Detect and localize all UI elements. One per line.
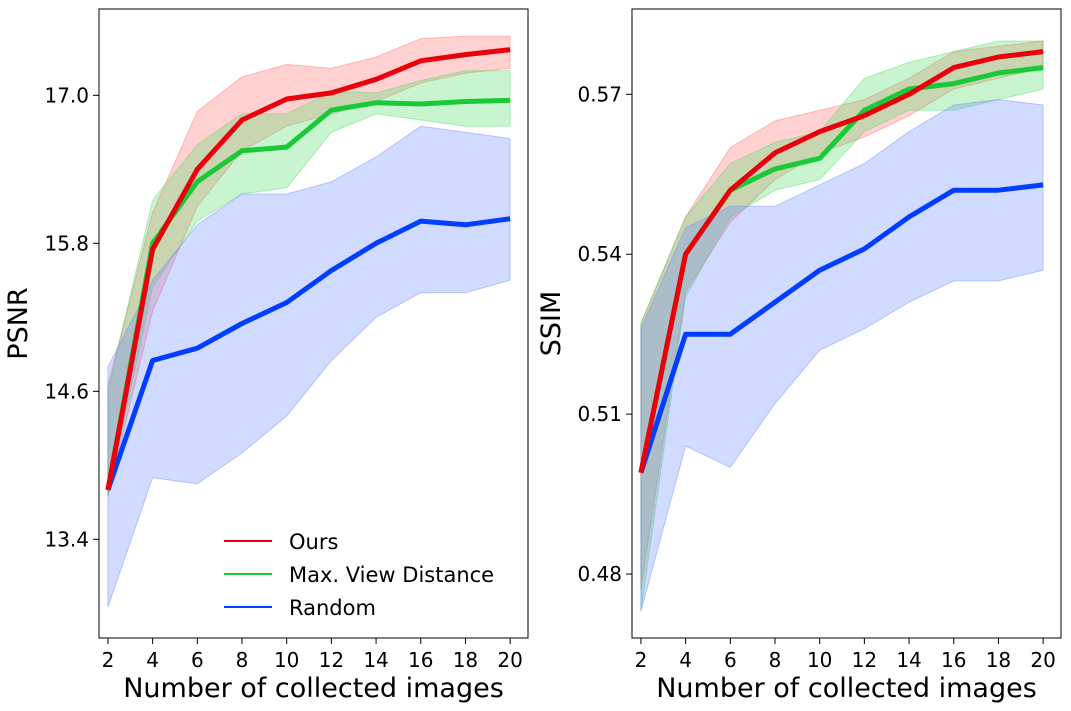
ssim-x-tick-label: 20 xyxy=(1030,648,1055,672)
psnr-x-tick-label: 10 xyxy=(274,648,299,672)
psnr-chart: 2 4 6 8 10 12 14 16 18 20 13.4 14.6 15.8 17.0 Number… xyxy=(3,8,529,704)
ssim-x-tick-label: 12 xyxy=(852,648,877,672)
psnr-x-tick-label: 8 xyxy=(236,648,249,672)
psnr-band-random xyxy=(107,125,511,608)
ssim-x-tick-label: 14 xyxy=(896,648,921,672)
legend-label-max-view-distance: Max. View Distance xyxy=(289,563,494,587)
psnr-x-tick-label: 20 xyxy=(497,648,522,672)
psnr-y-tick-label: 13.4 xyxy=(44,527,89,551)
ssim-y-ticks: 0.48 0.51 0.54 0.57 xyxy=(577,82,632,586)
ssim-line-ours xyxy=(638,49,1044,474)
psnr-x-tick-label: 14 xyxy=(363,648,388,672)
ssim-y-tick-label: 0.48 xyxy=(577,562,622,586)
ssim-y-tick-label: 0.57 xyxy=(577,82,622,106)
ssim-x-ticks: 2 4 6 8 10 12 14 16 18 20 xyxy=(635,638,1056,672)
ssim-x-tick-label: 2 xyxy=(635,648,648,672)
psnr-y-axis-label: PSNR xyxy=(3,287,34,359)
psnr-y-tick-label: 14.6 xyxy=(44,379,89,403)
psnr-line-ours xyxy=(105,47,511,491)
ssim-y-tick-label: 0.51 xyxy=(577,402,622,426)
legend-label-random: Random xyxy=(289,596,376,620)
psnr-x-tick-label: 2 xyxy=(102,648,115,672)
psnr-band-ours xyxy=(107,35,511,497)
psnr-y-ticks: 13.4 14.6 15.8 17.0 xyxy=(44,83,99,551)
ssim-plot-frame xyxy=(631,8,1062,639)
legend-label-ours: Ours xyxy=(289,530,338,554)
psnr-series-lines xyxy=(105,47,511,491)
legend: Ours Max. View Distance Random xyxy=(224,530,494,620)
ssim-x-tick-label: 4 xyxy=(679,648,692,672)
ssim-line-random xyxy=(638,182,1044,474)
ssim-x-tick-label: 6 xyxy=(724,648,737,672)
psnr-y-tick-label: 15.8 xyxy=(44,231,89,255)
psnr-x-tick-label: 4 xyxy=(146,648,159,672)
ssim-chart: 2 4 6 8 10 12 14 16 18 20 0.48 0.51 0.54 0.57 Number… xyxy=(536,8,1062,704)
psnr-plot-frame xyxy=(98,8,529,639)
ssim-band-random xyxy=(640,99,1044,612)
psnr-x-tick-label: 6 xyxy=(191,648,204,672)
ssim-x-tick-label: 10 xyxy=(807,648,832,672)
psnr-x-tick-label: 12 xyxy=(319,648,344,672)
ssim-y-axis-label: SSIM xyxy=(536,291,567,357)
psnr-x-tick-label: 16 xyxy=(408,648,433,672)
ssim-y-tick-label: 0.54 xyxy=(577,242,622,266)
psnr-x-tick-label: 18 xyxy=(453,648,478,672)
psnr-line-random xyxy=(105,216,511,491)
ssim-x-tick-label: 18 xyxy=(986,648,1011,672)
psnr-x-axis-label: Number of collected images xyxy=(123,673,504,704)
ssim-x-tick-label: 8 xyxy=(769,648,782,672)
ssim-x-tick-label: 16 xyxy=(941,648,966,672)
ssim-confidence-bands xyxy=(640,40,1044,612)
psnr-y-tick-label: 17.0 xyxy=(44,83,89,107)
ssim-x-axis-label: Number of collected images xyxy=(656,673,1037,704)
psnr-x-ticks: 2 4 6 8 10 12 14 16 18 20 xyxy=(102,638,523,672)
psnr-confidence-bands xyxy=(107,35,511,608)
ssim-series-lines xyxy=(638,49,1044,474)
